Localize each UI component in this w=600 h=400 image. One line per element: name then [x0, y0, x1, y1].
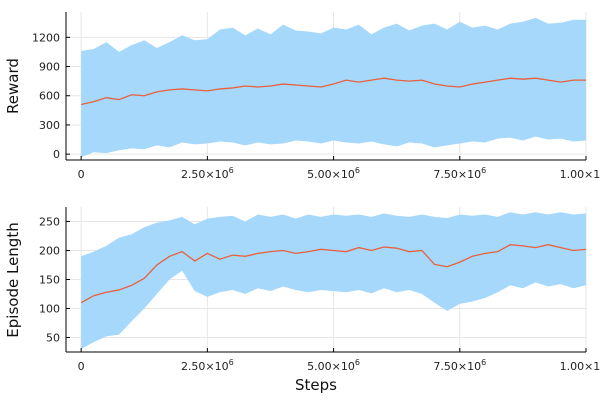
x-tick-label-4: 1.00×107: [560, 166, 600, 181]
x-axis-label: Steps: [295, 376, 337, 394]
y-axis-label: Episode Length: [4, 222, 22, 337]
x-tick-label-0: 0: [78, 360, 85, 373]
x-tick-label-0: 0: [78, 168, 85, 181]
confidence-band-0: [81, 212, 587, 350]
y-tick-label-3: 900: [39, 61, 60, 74]
y-tick-label-4: 1200: [32, 31, 60, 44]
panel-1: 50 100 150 200 250 0 2.50×106 5.00×106 7.50×106 1…: [4, 207, 600, 394]
y-tick-label-2: 150: [39, 274, 60, 287]
panel-0: 0 300 600 900 1200 0 2.50×106 5.00×106 7.50×106 1…: [4, 12, 600, 181]
x-tick-label-1: 2.50×106: [181, 166, 234, 181]
y-tick-label-1: 100: [39, 303, 60, 316]
y-tick-label-1: 300: [39, 119, 60, 132]
mean-line-0: [80, 244, 587, 304]
y-tick-label-2: 600: [39, 90, 60, 103]
y-tick-label-0: 0: [53, 148, 60, 161]
x-tick-label-4: 1.00×107: [560, 358, 600, 373]
y-tick-label-4: 250: [39, 216, 60, 229]
x-tick-label-3: 7.50×106: [433, 358, 486, 373]
x-tick-label-2: 5.00×106: [307, 166, 360, 181]
mean-line-0: [81, 77, 586, 106]
x-tick-label-2: 5.00×106: [307, 358, 360, 373]
confidence-band-0: [81, 17, 587, 158]
y-tick-label-0: 50: [46, 332, 60, 345]
y-tick-label-3: 200: [39, 245, 60, 258]
x-tick-label-3: 7.50×106: [433, 166, 486, 181]
y-axis-label: Reward: [4, 58, 22, 114]
x-tick-label-1: 2.50×106: [181, 358, 234, 373]
